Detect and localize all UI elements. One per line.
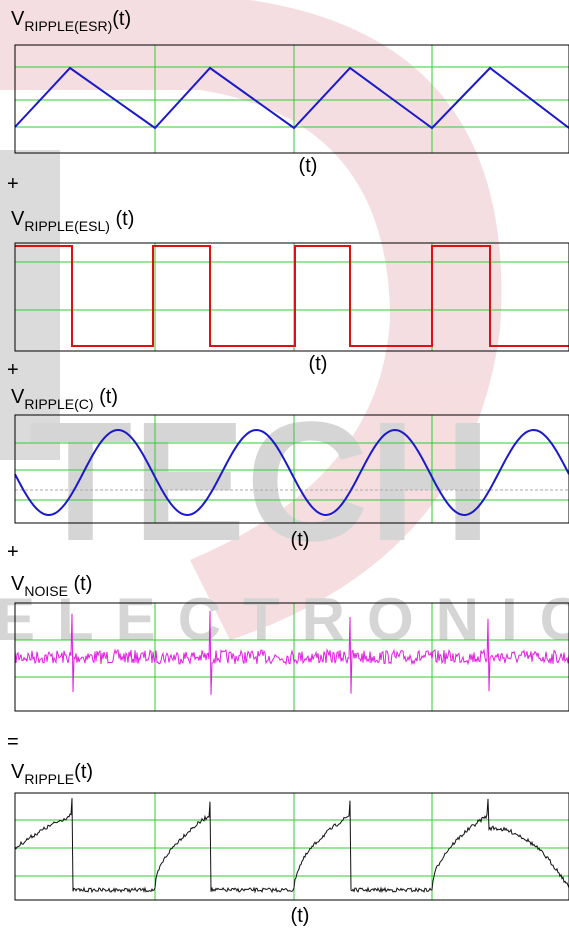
plot-frame — [14, 242, 569, 352]
operator: + — [7, 541, 19, 563]
plot-frame — [14, 792, 569, 901]
panel: VRIPPLE(ESR)(t)(t)+ — [7, 8, 569, 195]
panel-label: VRIPPLE(t) — [11, 761, 93, 787]
label-main: V — [11, 386, 25, 408]
panel: VRIPPLE(t)(t) — [11, 761, 569, 927]
panel: VRIPPLE(C) (t)(t)+ — [7, 386, 569, 563]
time-axis-label: (t) — [291, 905, 310, 927]
label-main: V — [11, 208, 25, 230]
label-tail: (t) — [68, 573, 92, 595]
label-tail: (t) — [94, 386, 118, 408]
waveform — [14, 66, 569, 130]
watermark-text: TECH — [29, 387, 492, 577]
watermark-text: ELECTRONIC — [0, 586, 569, 653]
plot-frame — [14, 44, 569, 154]
label-tail: (t) — [112, 8, 131, 30]
panel-label: VRIPPLE(ESL) (t) — [11, 208, 134, 234]
panel: VRIPPLE(ESL) (t)(t)+ — [7, 208, 569, 381]
label-sub: RIPPLE(ESL) — [24, 218, 110, 234]
label-main: V — [11, 8, 25, 30]
time-axis-label: (t) — [309, 353, 328, 375]
watermark-shape — [0, 150, 60, 460]
panel: VNOISE (t) = — [7, 573, 569, 753]
waveform — [14, 610, 569, 695]
panel-label: VRIPPLE(ESR)(t) — [11, 8, 131, 34]
panel-label: VRIPPLE(C) (t) — [11, 386, 118, 412]
watermark: TECH ELECTRONIC — [0, 0, 569, 653]
time-axis-label: (t) — [299, 155, 318, 177]
time-axis-label: (t) — [291, 529, 310, 551]
label-main: V — [11, 761, 25, 783]
operator: + — [7, 173, 19, 195]
label-sub: NOISE — [24, 583, 68, 599]
plot-frame — [14, 602, 569, 712]
watermark-shape — [0, 0, 502, 640]
label-sub: RIPPLE(C) — [24, 396, 93, 412]
waveform — [14, 428, 569, 517]
panel-label: VNOISE (t) — [11, 573, 92, 599]
label-tail: (t) — [74, 761, 93, 783]
label-main: V — [11, 573, 25, 595]
label-tail: (t) — [110, 208, 134, 230]
operator: = — [7, 731, 19, 753]
operator: + — [7, 359, 19, 381]
waveform — [14, 798, 569, 894]
plot-frame — [14, 414, 569, 524]
label-sub: RIPPLE(ESR) — [24, 18, 112, 34]
waveform — [15, 245, 569, 347]
label-sub: RIPPLE — [24, 771, 74, 787]
